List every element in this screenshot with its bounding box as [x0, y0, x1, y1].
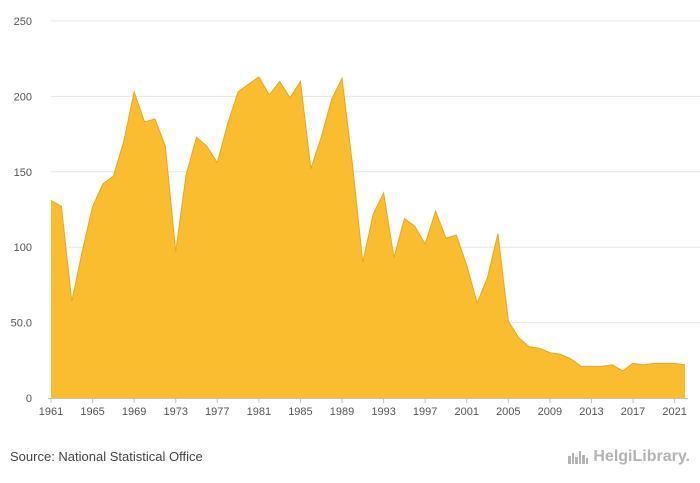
y-tick-label: 50.0	[11, 318, 32, 330]
x-axis-ticks: 1961 1965 1969 1973 1977 1981 1985 1989 1993 1997…	[39, 398, 687, 418]
y-tick-label: 250	[14, 16, 32, 28]
source-note: Source: National Statistical Office	[10, 449, 203, 464]
x-tick-label: 1981	[247, 406, 271, 418]
logo-text: HelgiLibrary.	[593, 448, 690, 465]
x-tick-label: 1997	[413, 406, 437, 418]
x-tick-label: 1989	[330, 406, 354, 418]
x-tick-label: 2017	[621, 406, 645, 418]
y-tick-label: 150	[14, 167, 32, 179]
y-tick-label: 0	[26, 393, 32, 405]
x-tick-label: 1985	[288, 406, 312, 418]
x-tick-label: 1965	[80, 406, 104, 418]
x-tick-label: 2021	[662, 406, 686, 418]
x-tick-label: 2013	[579, 406, 603, 418]
y-axis-ticks: 0 50.0 100 150 200 250	[11, 16, 32, 405]
x-tick-label: 1961	[39, 406, 63, 418]
city-skyline-icon	[568, 451, 589, 464]
x-tick-label: 1973	[163, 406, 187, 418]
x-tick-label: 2005	[496, 406, 520, 418]
x-tick-label: 1993	[371, 406, 395, 418]
area-series	[51, 76, 685, 399]
area-series-outline	[50, 76, 686, 372]
x-tick-label: 2001	[454, 406, 478, 418]
x-tick-label: 1969	[122, 406, 146, 418]
x-tick-label: 1977	[205, 406, 229, 418]
helgi-library-logo[interactable]: HelgiLibrary.	[567, 448, 690, 466]
y-tick-label: 100	[14, 242, 32, 254]
y-tick-label: 200	[14, 91, 32, 103]
x-tick-label: 2009	[538, 406, 562, 418]
